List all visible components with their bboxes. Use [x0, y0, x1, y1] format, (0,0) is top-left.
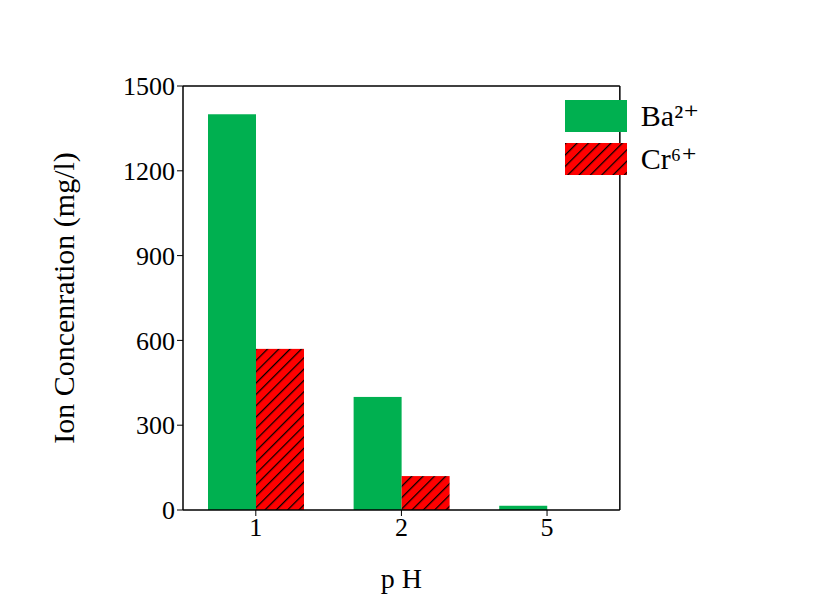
svg-text:900: 900: [136, 242, 175, 271]
svg-text:1500: 1500: [123, 72, 175, 101]
svg-text:p H: p H: [381, 563, 422, 594]
svg-text:300: 300: [136, 411, 175, 440]
svg-text:2: 2: [395, 513, 408, 542]
html-text:Ba²⁺: Ba²⁺: [640, 99, 699, 132]
svg-text:5: 5: [541, 513, 554, 542]
svg-text:Ion Concenration (mg/l): Ion Concenration (mg/l): [47, 152, 81, 444]
svg-text:0: 0: [162, 496, 175, 525]
svg-text:600: 600: [136, 327, 175, 356]
html-text:Cr⁶⁺: Cr⁶⁺: [640, 142, 698, 175]
svg-text:1200: 1200: [123, 157, 175, 186]
svg-text:1: 1: [249, 513, 262, 542]
